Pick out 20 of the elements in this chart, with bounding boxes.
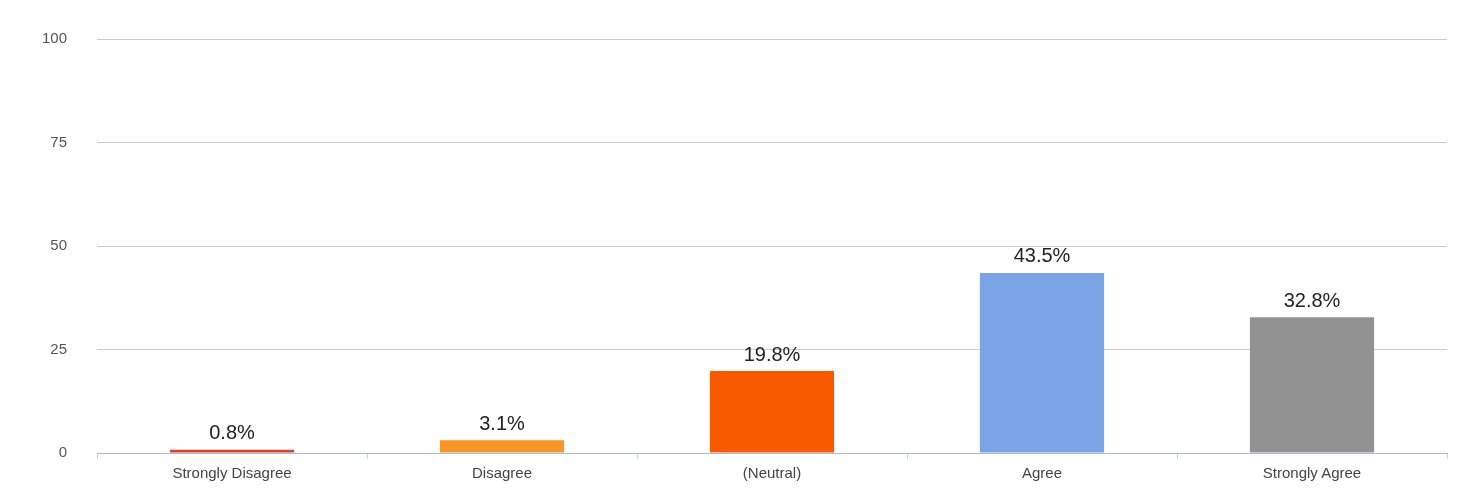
data-label: 3.1% [479,411,526,434]
bar [1249,317,1375,453]
bar [979,272,1105,453]
x-tick-label: Disagree [472,464,533,482]
bar [439,440,565,453]
x-tick-label: (Neutral) [742,464,802,482]
data-label: 32.8% [1283,288,1341,311]
data-label: 0.8% [209,421,256,444]
y-tick-label: 100 [42,29,68,47]
y-tick-label: 50 [50,236,68,254]
x-tick-label: Agree [1021,464,1063,482]
data-label: 43.5% [1013,244,1071,267]
x-tick-label: Strongly Agree [1262,464,1362,482]
bar [709,371,835,453]
data-label: 19.8% [743,342,801,365]
x-tick-label: Strongly Disagree [172,464,292,482]
bar [169,449,295,453]
y-tick-label: 0 [58,443,68,461]
y-tick-label: 25 [50,339,68,357]
y-tick-label: 75 [50,132,68,150]
